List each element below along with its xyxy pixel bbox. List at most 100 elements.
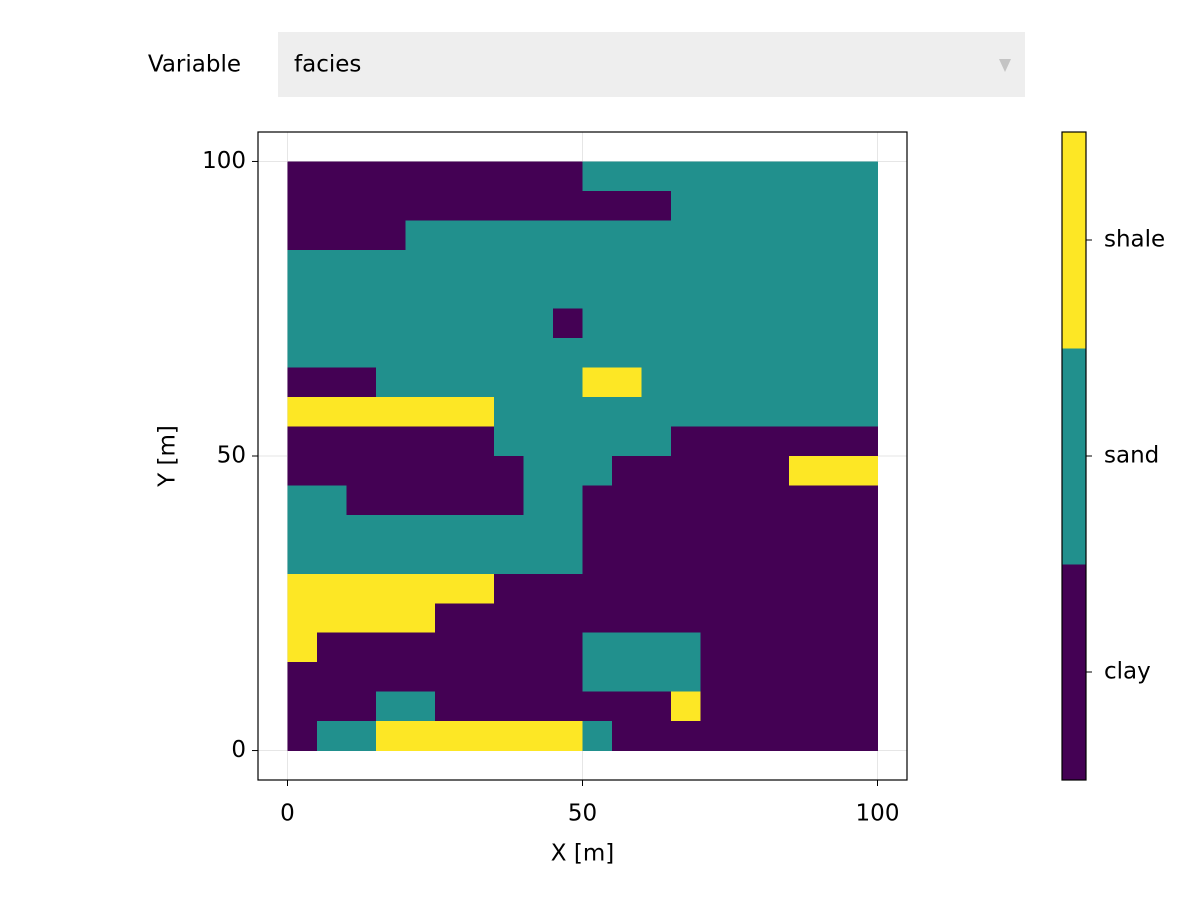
cell xyxy=(582,190,613,221)
cell xyxy=(759,721,790,752)
cell xyxy=(641,514,672,545)
cell xyxy=(317,190,348,221)
cell xyxy=(700,691,731,722)
cell xyxy=(494,662,525,693)
cell xyxy=(671,220,702,251)
cell xyxy=(405,544,436,575)
cell xyxy=(730,632,761,663)
cell xyxy=(435,485,466,516)
cell xyxy=(435,161,466,192)
cell xyxy=(818,514,849,545)
cell xyxy=(287,573,318,604)
cell xyxy=(789,426,820,457)
cell xyxy=(641,573,672,604)
cell xyxy=(464,603,495,634)
cell xyxy=(317,220,348,251)
cell xyxy=(789,456,820,487)
cell xyxy=(317,573,348,604)
cell xyxy=(346,485,377,516)
cell xyxy=(553,161,584,192)
cell xyxy=(405,308,436,339)
cell xyxy=(317,662,348,693)
cell xyxy=(287,220,318,251)
cell xyxy=(287,338,318,369)
cell xyxy=(435,603,466,634)
cell xyxy=(317,544,348,575)
cell xyxy=(523,338,554,369)
cell xyxy=(405,573,436,604)
cell xyxy=(435,632,466,663)
cell xyxy=(523,220,554,251)
cell xyxy=(671,721,702,752)
cell xyxy=(405,426,436,457)
cell xyxy=(553,249,584,280)
cell xyxy=(405,662,436,693)
cell xyxy=(317,338,348,369)
cell xyxy=(730,573,761,604)
variable-menu[interactable]: facies xyxy=(278,32,1025,97)
cell xyxy=(759,279,790,310)
cell xyxy=(641,632,672,663)
cell xyxy=(464,220,495,251)
cell xyxy=(523,190,554,221)
colorbar-label: sand xyxy=(1104,443,1159,469)
cell xyxy=(346,279,377,310)
cell xyxy=(435,308,466,339)
cell xyxy=(464,279,495,310)
cell xyxy=(700,308,731,339)
cell xyxy=(494,514,525,545)
cell xyxy=(848,573,879,604)
cell xyxy=(376,456,407,487)
cell xyxy=(405,514,436,545)
cell xyxy=(671,691,702,722)
cell xyxy=(641,190,672,221)
menu-arrow[interactable] xyxy=(999,59,1011,72)
cell xyxy=(848,632,879,663)
cell xyxy=(553,603,584,634)
cell xyxy=(612,573,643,604)
cell xyxy=(582,632,613,663)
cell xyxy=(582,397,613,428)
cell xyxy=(317,514,348,545)
cell xyxy=(494,456,525,487)
cell xyxy=(818,662,849,693)
cell xyxy=(523,573,554,604)
cell xyxy=(287,721,318,752)
cell xyxy=(730,190,761,221)
cell xyxy=(582,161,613,192)
y-tick-label: 100 xyxy=(202,148,246,174)
cell xyxy=(523,367,554,398)
cell xyxy=(582,220,613,251)
cell xyxy=(848,161,879,192)
cell xyxy=(730,338,761,369)
cell xyxy=(671,249,702,280)
cell xyxy=(789,603,820,634)
cell xyxy=(700,514,731,545)
cell xyxy=(494,308,525,339)
cell xyxy=(376,338,407,369)
menu-box[interactable] xyxy=(278,32,1025,97)
colorbar-label: clay xyxy=(1104,659,1151,685)
cell xyxy=(848,603,879,634)
cell xyxy=(346,161,377,192)
cell xyxy=(700,603,731,634)
cell xyxy=(700,397,731,428)
colorbar-frame xyxy=(1061,131,1087,781)
cell xyxy=(700,573,731,604)
menu-selected[interactable]: facies xyxy=(294,52,361,78)
cell xyxy=(789,691,820,722)
cell xyxy=(317,456,348,487)
cell xyxy=(464,161,495,192)
cell xyxy=(582,721,613,752)
cell xyxy=(494,397,525,428)
cell xyxy=(759,249,790,280)
cell xyxy=(317,485,348,516)
cell xyxy=(641,721,672,752)
cell xyxy=(612,367,643,398)
cell xyxy=(405,338,436,369)
cell xyxy=(287,426,318,457)
cell xyxy=(759,338,790,369)
cell xyxy=(287,308,318,339)
cell xyxy=(612,485,643,516)
cell xyxy=(612,308,643,339)
